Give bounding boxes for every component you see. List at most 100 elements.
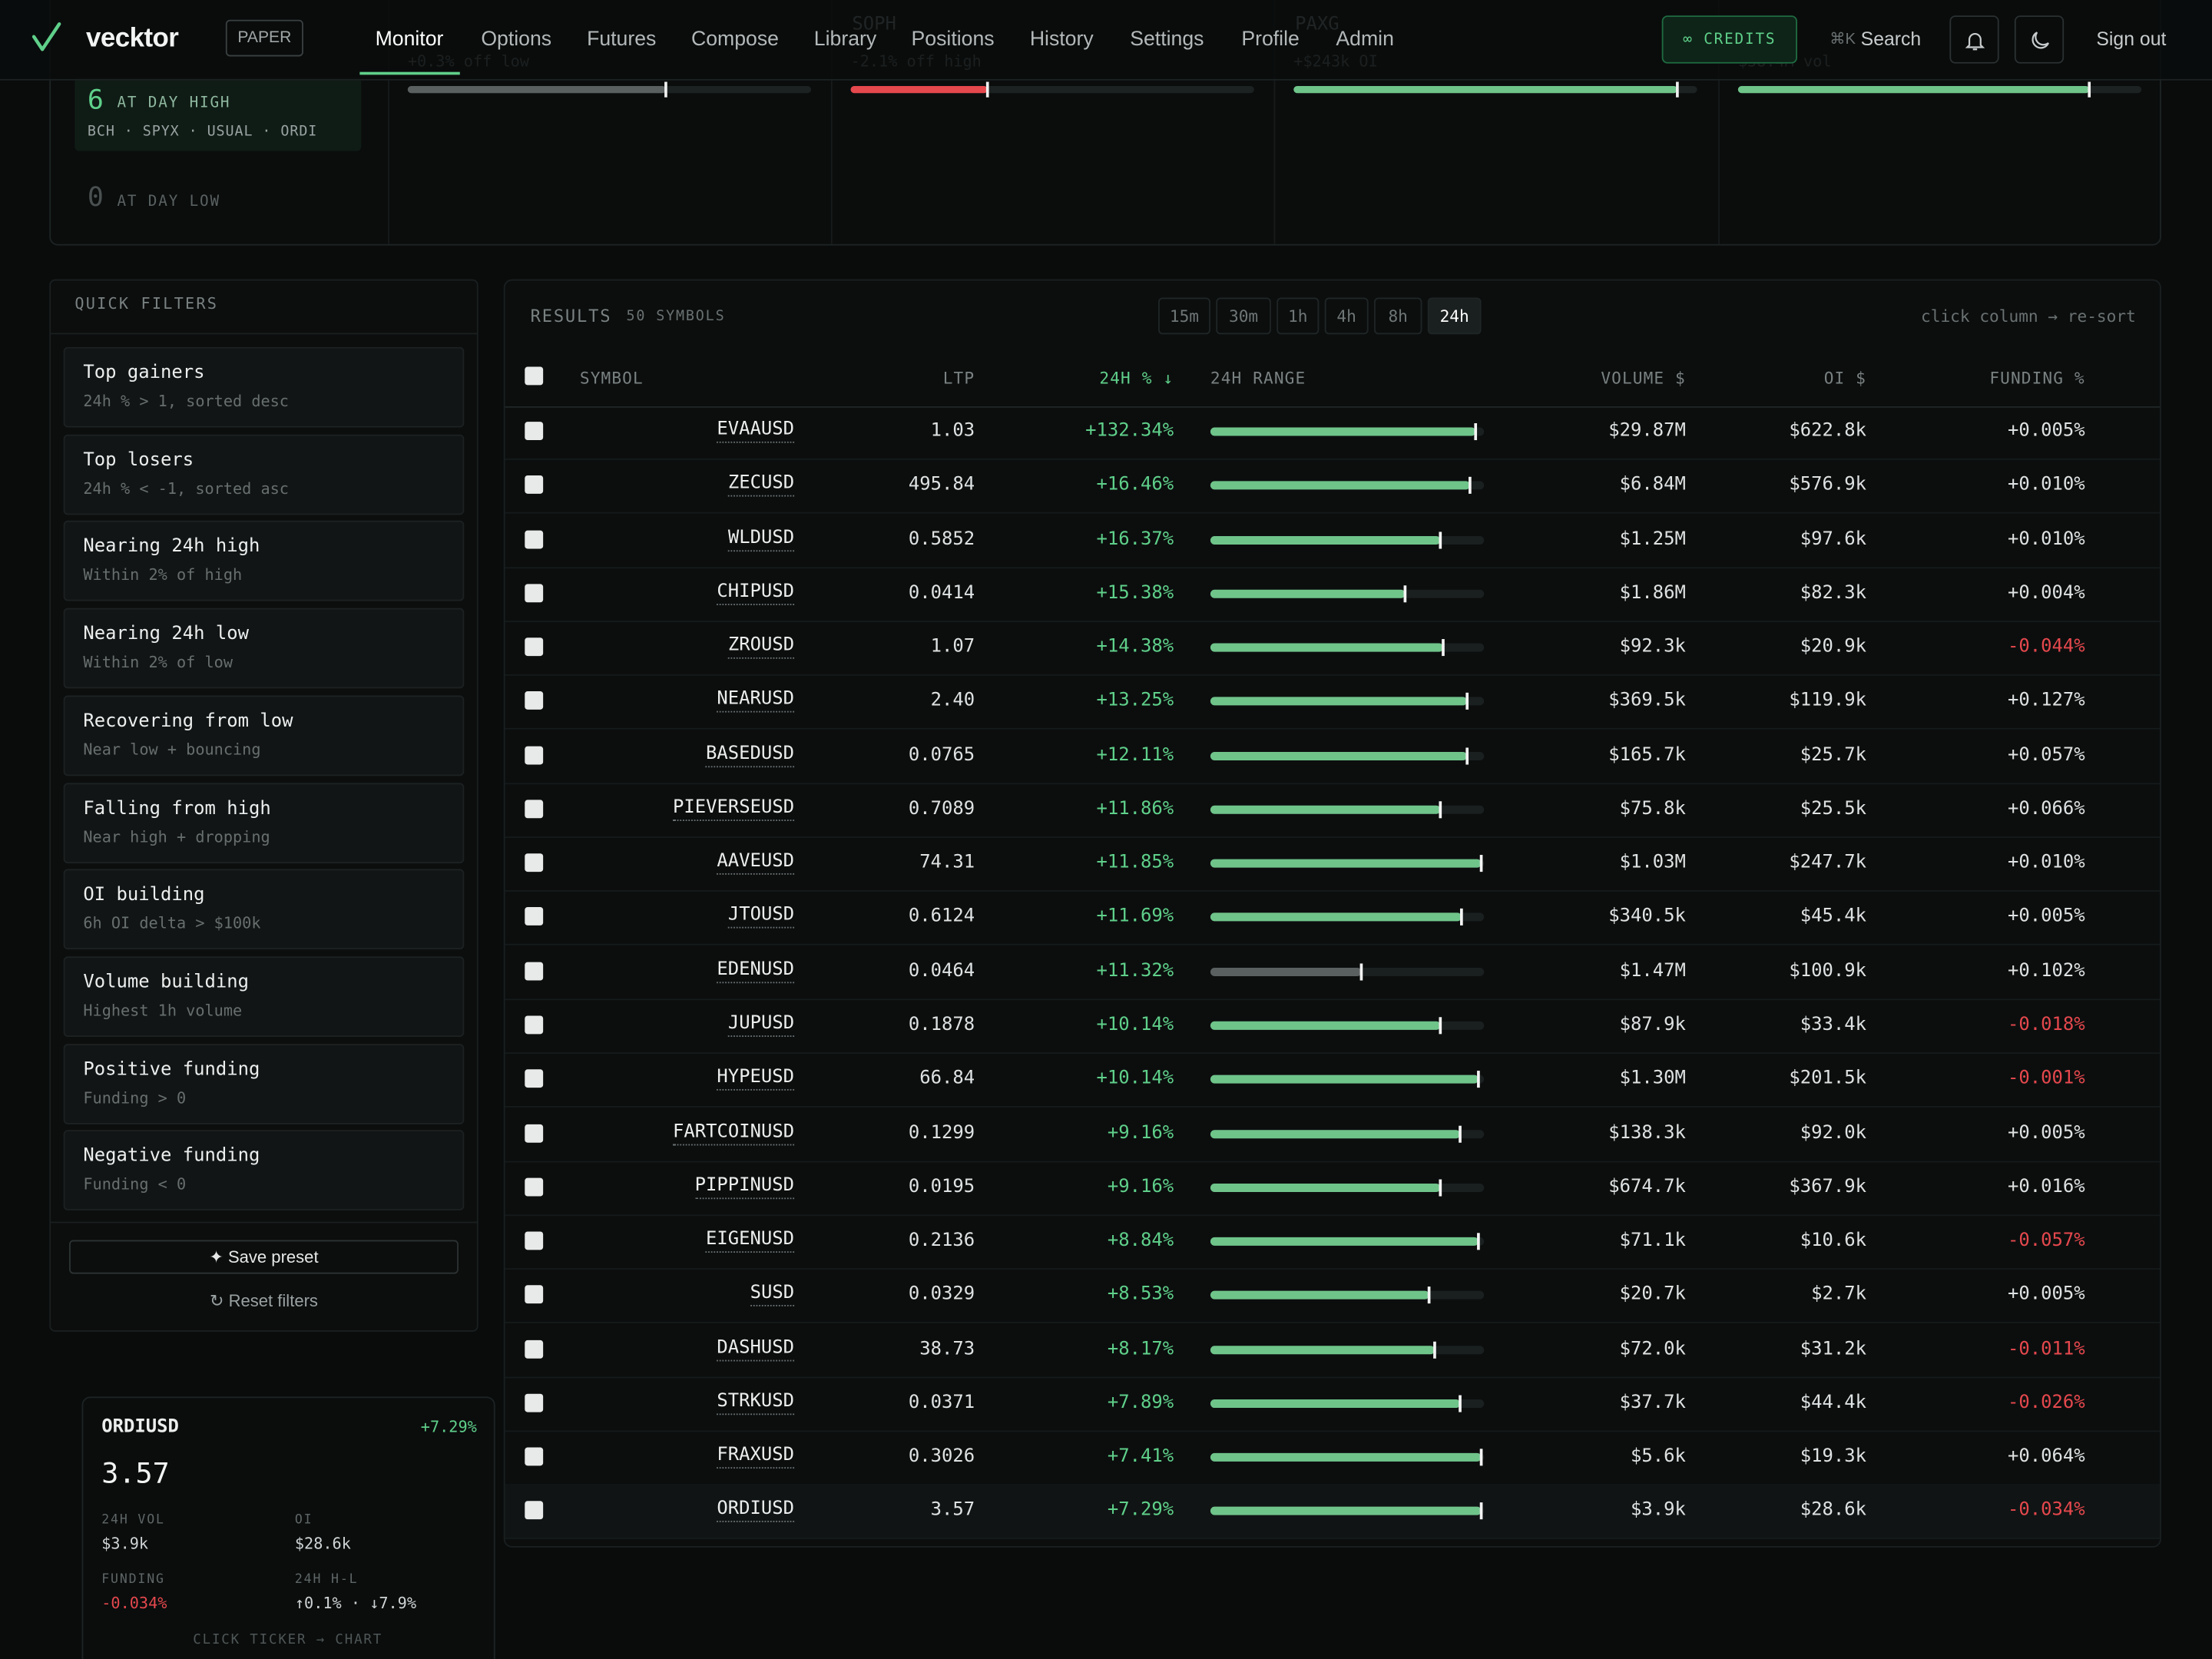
symbol-link[interactable]: FRAXUSD bbox=[717, 1445, 795, 1469]
filter-item[interactable]: Top gainers 24h % > 1, sorted desc bbox=[63, 346, 465, 428]
range-marker bbox=[1403, 584, 1406, 602]
symbol-link[interactable]: FARTCOINUSD bbox=[672, 1121, 795, 1145]
row-checkbox[interactable] bbox=[525, 475, 544, 495]
symbol-link[interactable]: HYPEUSD bbox=[717, 1067, 795, 1091]
symbol-link[interactable]: DASHUSD bbox=[717, 1336, 795, 1361]
symbol-link[interactable]: SUSD bbox=[750, 1283, 795, 1307]
row-checkbox[interactable] bbox=[525, 1123, 544, 1142]
symbol-link[interactable]: PIPPINUSD bbox=[694, 1175, 795, 1199]
column-header[interactable]: FUNDING % bbox=[1989, 368, 2085, 389]
filter-item[interactable]: Nearing 24h low Within 2% of low bbox=[63, 608, 465, 689]
symbol-link[interactable]: JUPUSD bbox=[727, 1013, 795, 1037]
timeframe-button[interactable]: 4h bbox=[1324, 297, 1369, 335]
ticker-change: +7.29% bbox=[420, 1417, 477, 1436]
row-checkbox[interactable] bbox=[525, 1339, 544, 1359]
credits-button[interactable]: ∞ CREDITS bbox=[1661, 15, 1797, 64]
filter-item[interactable]: Nearing 24h high Within 2% of high bbox=[63, 521, 465, 602]
header-checkbox[interactable] bbox=[525, 366, 544, 386]
oi: $92.0k bbox=[1800, 1122, 1866, 1144]
nav-item[interactable]: Library bbox=[813, 28, 877, 51]
row-checkbox[interactable] bbox=[525, 584, 544, 602]
symbol-link[interactable]: STRKUSD bbox=[717, 1391, 795, 1415]
nav-item[interactable]: Monitor bbox=[375, 28, 444, 51]
volume: $1.86M bbox=[1619, 582, 1686, 604]
nav-item[interactable]: Profile bbox=[1241, 28, 1300, 51]
volume: $5.6k bbox=[1631, 1445, 1686, 1468]
symbol-link[interactable]: CHIPUSD bbox=[717, 581, 795, 605]
row-checkbox[interactable] bbox=[525, 1231, 544, 1250]
row-checkbox[interactable] bbox=[525, 1069, 544, 1088]
column-header[interactable]: SYMBOL bbox=[579, 368, 644, 389]
symbol-link[interactable]: PIEVERSEUSD bbox=[672, 797, 795, 821]
row-checkbox[interactable] bbox=[525, 1502, 544, 1520]
symbol-link[interactable]: AAVEUSD bbox=[717, 851, 795, 876]
timeframe-button[interactable]: 15m bbox=[1157, 297, 1210, 335]
nav-item[interactable]: Options bbox=[481, 28, 552, 51]
card-bar-track bbox=[850, 81, 1254, 98]
row-checkbox[interactable] bbox=[525, 853, 544, 873]
symbol-link[interactable]: WLDUSD bbox=[727, 527, 795, 551]
row-divider bbox=[505, 782, 2161, 784]
funding: +0.010% bbox=[2008, 852, 2085, 874]
row-checkbox[interactable] bbox=[525, 637, 544, 657]
timeframe-button[interactable]: 8h bbox=[1373, 297, 1422, 335]
row-checkbox[interactable] bbox=[525, 1015, 544, 1035]
range-track bbox=[1210, 639, 1485, 657]
nav-item[interactable]: History bbox=[1029, 28, 1094, 51]
timeframe-button[interactable]: 1h bbox=[1277, 297, 1320, 335]
filter-item[interactable]: Volume building Highest 1h volume bbox=[63, 956, 465, 1037]
ticker-stat-value: ↑0.1% · ↓7.9% bbox=[294, 1594, 417, 1613]
range-marker bbox=[1477, 1071, 1480, 1088]
nav-item[interactable]: Positions bbox=[911, 28, 995, 51]
funding: -0.034% bbox=[2008, 1500, 2085, 1522]
filter-item[interactable]: Falling from high Near high + dropping bbox=[63, 782, 465, 863]
timeframe-button[interactable]: 30m bbox=[1216, 297, 1271, 335]
row-checkbox[interactable] bbox=[525, 1285, 544, 1304]
range-track bbox=[1210, 531, 1485, 548]
notifications-button[interactable] bbox=[1949, 15, 1999, 64]
row-checkbox[interactable] bbox=[525, 907, 544, 926]
nav-item[interactable]: Futures bbox=[587, 28, 657, 51]
row-checkbox[interactable] bbox=[525, 1393, 544, 1412]
mode-badge[interactable]: PAPER bbox=[225, 19, 303, 57]
row-checkbox[interactable] bbox=[525, 691, 544, 710]
column-header[interactable]: VOLUME $ bbox=[1601, 368, 1686, 389]
row-checkbox[interactable] bbox=[525, 1447, 544, 1466]
filter-item[interactable]: Recovering from low Near low + bouncing bbox=[63, 695, 465, 776]
column-header[interactable]: 24H RANGE bbox=[1210, 368, 1306, 389]
symbol-link[interactable]: ORDIUSD bbox=[717, 1498, 795, 1523]
filter-item[interactable]: Positive funding Funding > 0 bbox=[63, 1043, 465, 1124]
range-marker bbox=[1479, 1449, 1483, 1466]
symbol-link[interactable]: ZECUSD bbox=[727, 473, 795, 498]
row-checkbox[interactable] bbox=[525, 422, 544, 441]
symbol-link[interactable]: EDENUSD bbox=[717, 959, 795, 983]
symbol-link[interactable]: ZROUSD bbox=[727, 635, 795, 659]
nav-item[interactable]: Admin bbox=[1336, 28, 1394, 51]
symbol-link[interactable]: JTOUSD bbox=[727, 905, 795, 929]
search-button[interactable]: Search bbox=[1860, 28, 1922, 50]
filter-item[interactable]: OI building 6h OI delta > $100k bbox=[63, 869, 465, 950]
filter-item[interactable]: Negative funding Funding < 0 bbox=[63, 1130, 465, 1211]
nav-item[interactable]: Compose bbox=[691, 28, 779, 51]
save-preset-button[interactable]: ✦ Save preset bbox=[69, 1240, 459, 1274]
ltp: 74.31 bbox=[919, 852, 975, 874]
row-checkbox[interactable] bbox=[525, 1177, 544, 1197]
symbol-link[interactable]: BASEDUSD bbox=[706, 743, 795, 767]
symbol-link[interactable]: EIGENUSD bbox=[706, 1229, 795, 1253]
symbol-link[interactable]: EVAAUSD bbox=[717, 419, 795, 443]
row-checkbox[interactable] bbox=[525, 745, 544, 764]
timeframe-button[interactable]: 24h bbox=[1427, 297, 1482, 335]
sign-out[interactable]: Sign out bbox=[2096, 28, 2167, 50]
theme-button[interactable] bbox=[2014, 15, 2065, 64]
row-checkbox[interactable] bbox=[525, 800, 544, 819]
nav-item[interactable]: Settings bbox=[1130, 28, 1204, 51]
reset-filters-button[interactable]: ↻ Reset filters bbox=[209, 1290, 318, 1311]
filter-item[interactable]: Top losers 24h % < -1, sorted asc bbox=[63, 434, 465, 515]
column-header[interactable]: OI $ bbox=[1823, 368, 1866, 389]
row-checkbox[interactable] bbox=[525, 529, 544, 548]
card-bar-track bbox=[1737, 81, 2142, 98]
symbol-link[interactable]: NEARUSD bbox=[717, 689, 795, 714]
row-checkbox[interactable] bbox=[525, 962, 544, 980]
column-header[interactable]: 24H % ↓ bbox=[1099, 368, 1174, 389]
column-header[interactable]: LTP bbox=[942, 368, 975, 389]
